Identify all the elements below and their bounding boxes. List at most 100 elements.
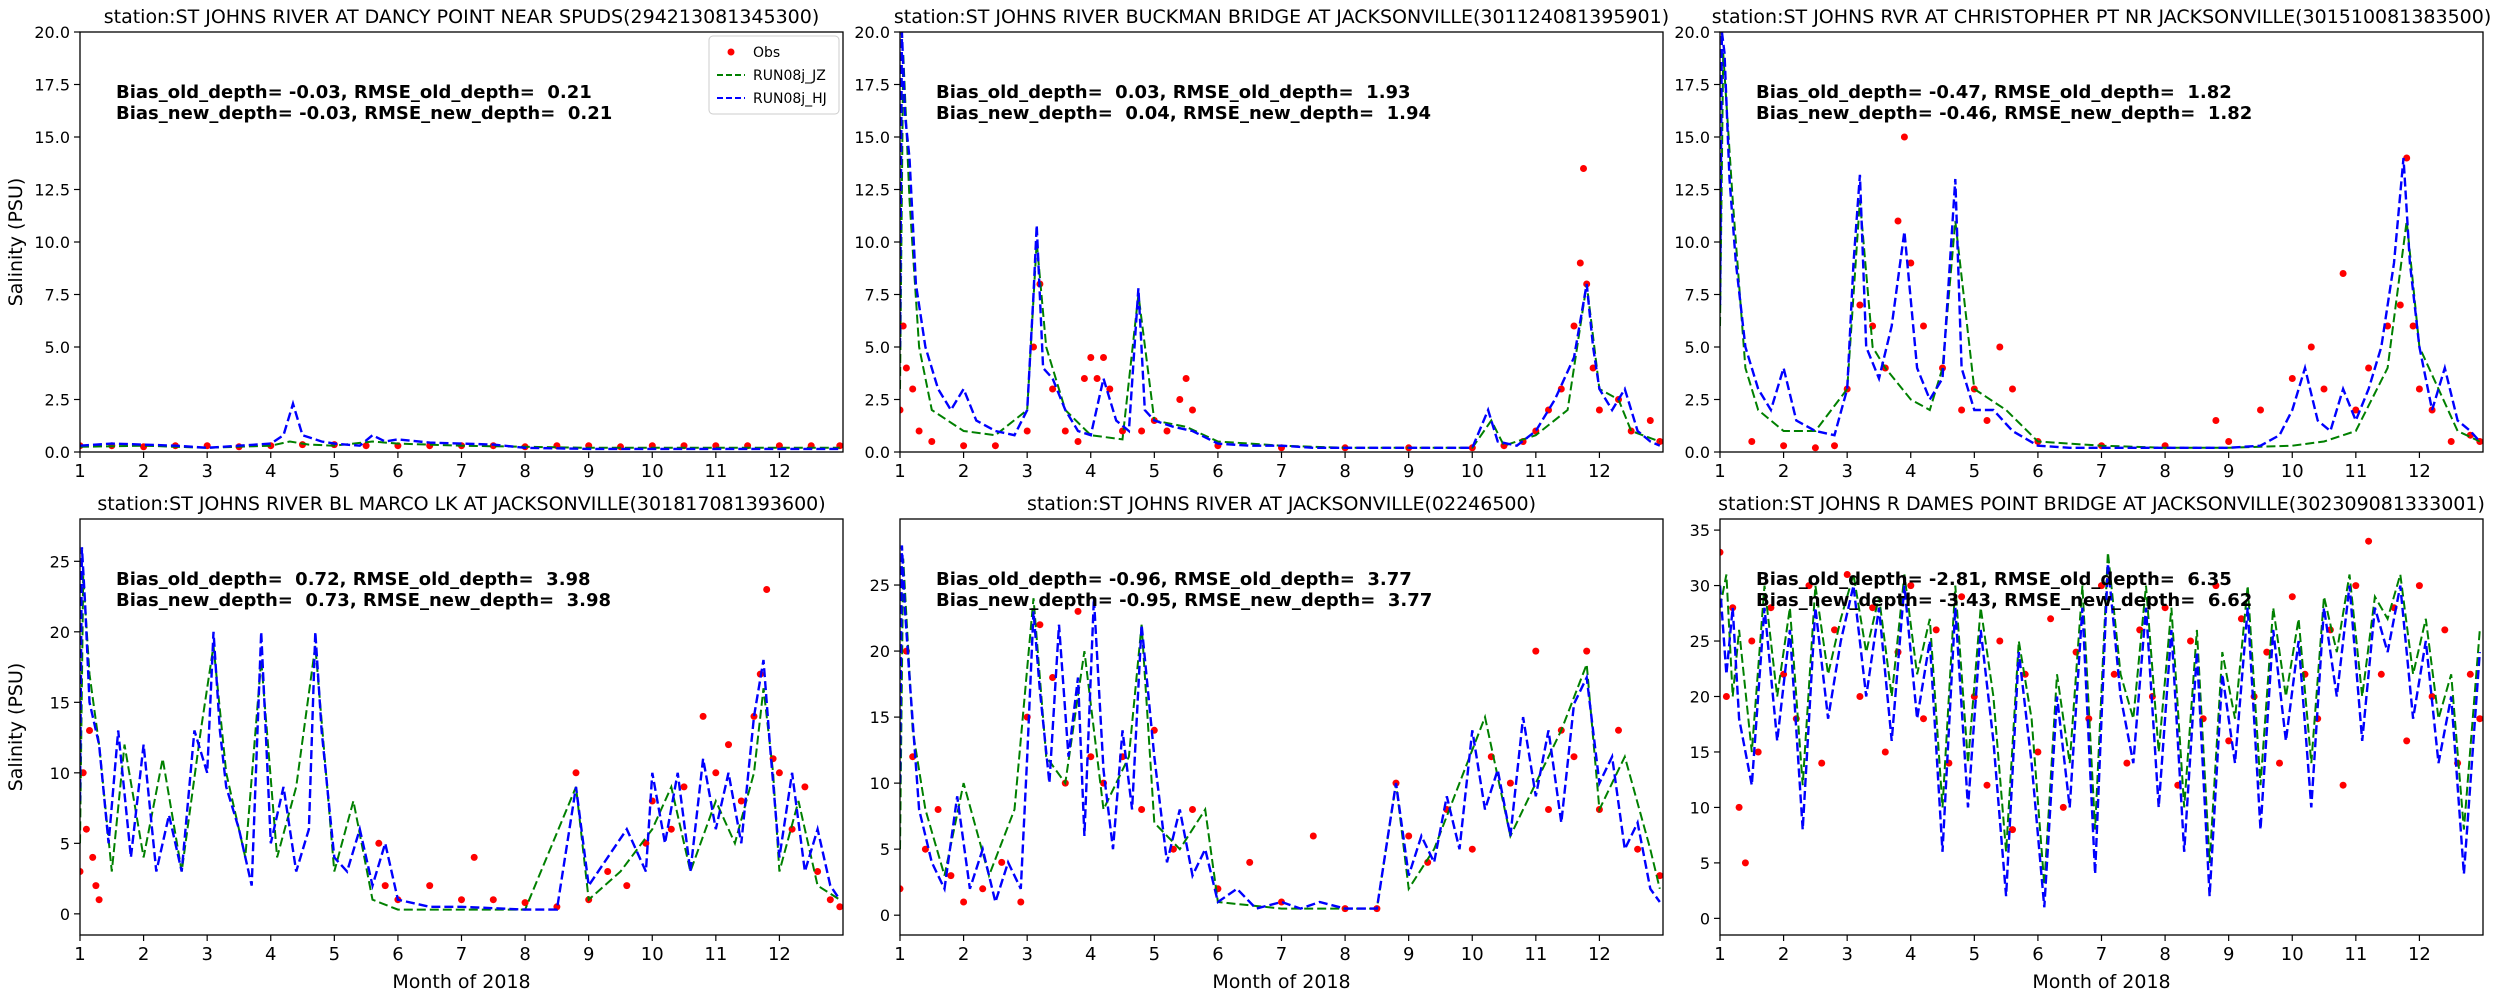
stats-annotation: Bias_new_depth= -0.95, RMSE_new_depth= 3… [936, 590, 1432, 611]
x-tick-label: 9 [2223, 944, 2234, 965]
legend: Obs RUN08j_JZ RUN08j_HJ [708, 35, 840, 115]
x-tick-label: 7 [1276, 461, 1287, 482]
x-tick-label: 4 [265, 461, 276, 482]
stats-annotation: Bias_old_depth= -2.81, RMSE_old_depth= 6… [1756, 569, 2232, 590]
obs-point [1900, 133, 1908, 141]
obs-point [2320, 385, 2328, 393]
series-hj-line [80, 547, 841, 911]
x-tick-label: 2 [138, 944, 149, 965]
series-jz-line [80, 575, 841, 911]
obs-point [86, 727, 93, 734]
x-axis-label: Month of 2018 [2032, 971, 2170, 993]
obs-point [1754, 748, 1762, 756]
obs-point [521, 899, 529, 907]
plot-area [80, 399, 843, 451]
panel-title: station:ST JOHNS R DAMES POINT BRIDGE AT… [1718, 493, 2485, 515]
y-tick-label: 7.5 [1685, 286, 1710, 305]
x-tick-label: 1 [1714, 944, 1725, 965]
obs-point [1615, 726, 1622, 734]
obs-point [1087, 354, 1095, 361]
obs-point [2365, 364, 2373, 372]
obs-point [2047, 615, 2055, 623]
x-tick-label: 5 [1149, 944, 1160, 965]
obs-point [1061, 427, 1069, 435]
series-jz-line [1720, 52, 2481, 449]
x-tick-label: 11 [2344, 461, 2367, 482]
y-axis-label: Salinity (PSU) [5, 663, 27, 792]
x-tick-label: 6 [392, 944, 403, 965]
series-obs [900, 607, 1663, 913]
obs-point [1748, 438, 1756, 445]
plot-area [900, 545, 1663, 913]
obs-point [1163, 427, 1171, 435]
y-tick-label: 5.0 [865, 338, 890, 357]
y-tick-label: 15.0 [854, 128, 890, 147]
obs-point [2288, 375, 2296, 382]
x-tick-label: 12 [2408, 944, 2431, 965]
obs-point [1646, 417, 1654, 424]
plot-area [900, 32, 1663, 452]
obs-point [1049, 674, 1057, 681]
legend-box [708, 35, 840, 115]
obs-point [2009, 826, 2016, 834]
y-tick-label: 20 [870, 642, 890, 661]
x-tick-label: 10 [641, 944, 664, 965]
obs-point [1049, 385, 1057, 393]
legend-obs-marker [727, 48, 735, 56]
x-tick-label: 6 [1212, 461, 1223, 482]
y-tick-label: 12.5 [854, 181, 890, 200]
series-hj-line [900, 32, 1661, 449]
obs-point [458, 896, 465, 904]
obs-point [814, 868, 822, 875]
obs-point [2034, 748, 2042, 756]
obs-point [1189, 806, 1196, 813]
x-tick-label: 9 [2223, 461, 2234, 482]
x-tick-label: 11 [704, 461, 727, 482]
x-tick-label: 5 [1149, 461, 1160, 482]
y-axis-label: Salinity (PSU) [5, 178, 27, 307]
obs-point [426, 882, 434, 890]
obs-point [2352, 582, 2360, 590]
y-tick-label: 17.5 [34, 76, 70, 95]
obs-point [1182, 375, 1190, 382]
obs-point [2352, 406, 2360, 414]
obs-point [1748, 637, 1756, 645]
obs-point [1138, 806, 1146, 813]
obs-point [2161, 604, 2169, 612]
series-jz-line [900, 558, 1661, 910]
obs-point [604, 868, 612, 875]
y-tick-label: 7.5 [865, 286, 890, 305]
x-tick-label: 2 [958, 461, 969, 482]
obs-point [900, 885, 904, 893]
obs-point [750, 712, 758, 720]
y-tick-label: 2.5 [45, 391, 70, 410]
obs-point [2396, 301, 2404, 309]
obs-point [991, 442, 999, 450]
y-tick-label: 0 [1700, 909, 1710, 928]
series-hj-line [900, 545, 1661, 910]
obs-point [1570, 753, 1578, 761]
obs-point [470, 853, 478, 861]
x-tick-label: 8 [519, 944, 530, 965]
stats-annotation: Bias_new_depth= -0.46, RMSE_new_depth= 1… [1756, 103, 2252, 124]
obs-point [1246, 858, 1254, 866]
obs-point [725, 741, 732, 749]
x-tick-label: 8 [2159, 944, 2170, 965]
obs-point [2276, 759, 2283, 767]
x-tick-label: 11 [2344, 944, 2367, 965]
obs-point [2257, 406, 2264, 414]
y-tick-label: 30 [1690, 577, 1710, 596]
obs-point [1580, 165, 1587, 172]
obs-point [1074, 607, 1082, 615]
y-tick-label: 0.0 [1685, 443, 1710, 462]
obs-point [667, 825, 675, 833]
x-tick-label: 10 [1461, 944, 1484, 965]
y-tick-label: 15 [50, 693, 70, 712]
x-tick-label: 10 [2281, 461, 2304, 482]
y-tick-label: 25 [50, 552, 70, 571]
obs-point [375, 839, 383, 847]
panel-title: station:ST JOHNS RVR AT CHRISTOPHER PT N… [1712, 6, 2492, 28]
y-tick-label: 10.0 [854, 233, 890, 252]
stats-annotation: Bias_old_depth= -0.47, RMSE_old_depth= 1… [1756, 82, 2232, 103]
panel-2 [894, 31, 1664, 458]
